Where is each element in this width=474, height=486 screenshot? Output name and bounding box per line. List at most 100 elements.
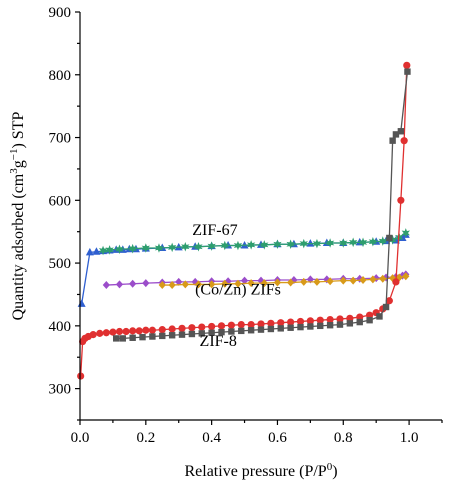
data-point xyxy=(141,243,150,253)
data-point xyxy=(109,328,117,336)
data-point xyxy=(297,323,304,331)
data-point xyxy=(286,239,295,250)
data-point xyxy=(366,311,374,319)
data-point xyxy=(178,331,186,338)
y-axis-title-superscript-1: 3 xyxy=(8,168,20,174)
x-axis-title: Relative pressure (P/P0) xyxy=(184,461,337,480)
data-point xyxy=(240,276,249,285)
data-point xyxy=(306,239,315,247)
data-point xyxy=(359,276,367,285)
y-axis-title-end: ) STP xyxy=(10,112,27,149)
data-point xyxy=(237,320,245,329)
data-point xyxy=(119,335,126,342)
data-point xyxy=(346,320,354,327)
data-point xyxy=(378,236,387,246)
data-point xyxy=(312,238,322,249)
data-point xyxy=(339,276,347,285)
y-tick-label: 300 xyxy=(49,382,72,398)
data-point xyxy=(113,335,120,342)
data-point xyxy=(168,281,176,290)
y-axis-title-superscript-2: −1 xyxy=(8,149,20,161)
series-group xyxy=(98,228,410,256)
data-point xyxy=(397,128,405,135)
data-point xyxy=(382,303,390,311)
y-axis-title: Quantity adsorbed (cm3g−1) STP xyxy=(8,112,27,321)
series-line xyxy=(162,275,406,286)
data-point xyxy=(238,327,245,335)
data-point xyxy=(227,321,235,329)
data-point xyxy=(89,331,97,339)
data-point xyxy=(290,276,298,285)
data-point xyxy=(257,320,265,328)
data-point xyxy=(356,313,364,321)
data-point xyxy=(296,317,305,326)
data-point xyxy=(142,326,150,334)
data-point xyxy=(139,333,146,341)
data-point xyxy=(148,326,156,334)
data-point xyxy=(154,243,164,253)
data-point xyxy=(194,241,203,252)
data-point xyxy=(400,137,408,145)
data-point xyxy=(135,327,143,335)
data-point xyxy=(233,240,243,251)
data-point xyxy=(273,278,282,287)
data-point xyxy=(277,325,284,332)
data-point xyxy=(129,327,137,335)
data-point xyxy=(326,315,334,324)
data-point xyxy=(388,235,397,245)
y-tick-label: 800 xyxy=(49,68,72,84)
data-point xyxy=(356,274,364,283)
x-tick-label: 0.2 xyxy=(136,430,155,446)
data-point xyxy=(385,297,393,305)
data-point xyxy=(175,277,183,286)
data-point xyxy=(379,274,387,283)
data-point xyxy=(228,328,235,335)
data-point xyxy=(326,322,334,329)
data-point xyxy=(267,319,275,327)
data-point xyxy=(129,334,136,341)
x-tick-label: 0.6 xyxy=(268,430,287,446)
data-point xyxy=(194,280,203,289)
data-point xyxy=(220,240,229,251)
data-point xyxy=(98,245,108,256)
data-point xyxy=(336,321,344,328)
data-point xyxy=(181,280,189,289)
data-point xyxy=(257,326,265,333)
data-point xyxy=(287,318,295,326)
data-point xyxy=(96,329,104,337)
data-point xyxy=(267,325,275,333)
series-group xyxy=(113,68,411,342)
x-tick-label: 1.0 xyxy=(400,430,419,446)
data-point xyxy=(339,238,348,248)
data-point xyxy=(198,330,205,337)
data-point xyxy=(277,319,285,327)
data-point xyxy=(287,324,294,331)
data-point xyxy=(403,61,411,69)
data-point xyxy=(368,236,378,247)
data-point xyxy=(92,247,101,255)
data-point xyxy=(122,327,130,336)
x-ticks: 0.0 0.2 0.4 0.6 0.8 1.0 xyxy=(71,420,443,446)
data-point xyxy=(129,279,137,288)
data-point xyxy=(300,277,308,286)
data-point xyxy=(247,279,255,288)
data-point xyxy=(208,329,215,336)
y-ticks: 300 400 500 600 700 800 900 xyxy=(49,5,80,421)
data-point xyxy=(217,322,226,330)
y-tick-label: 400 xyxy=(49,319,72,335)
series-group xyxy=(77,61,411,380)
x-tick-label: 0.4 xyxy=(202,430,221,446)
data-point xyxy=(234,279,242,288)
y-tick-label: 600 xyxy=(49,193,72,209)
data-point xyxy=(299,238,308,249)
data-point xyxy=(306,317,314,325)
data-point xyxy=(247,327,255,334)
data-point xyxy=(404,68,411,75)
data-point xyxy=(77,299,86,307)
y-tick-label: 900 xyxy=(49,5,72,21)
data-point xyxy=(218,328,225,336)
data-point xyxy=(115,280,124,289)
y-axis-title-main: Quantity adsorbed (cm xyxy=(10,173,27,320)
data-point xyxy=(349,276,357,285)
